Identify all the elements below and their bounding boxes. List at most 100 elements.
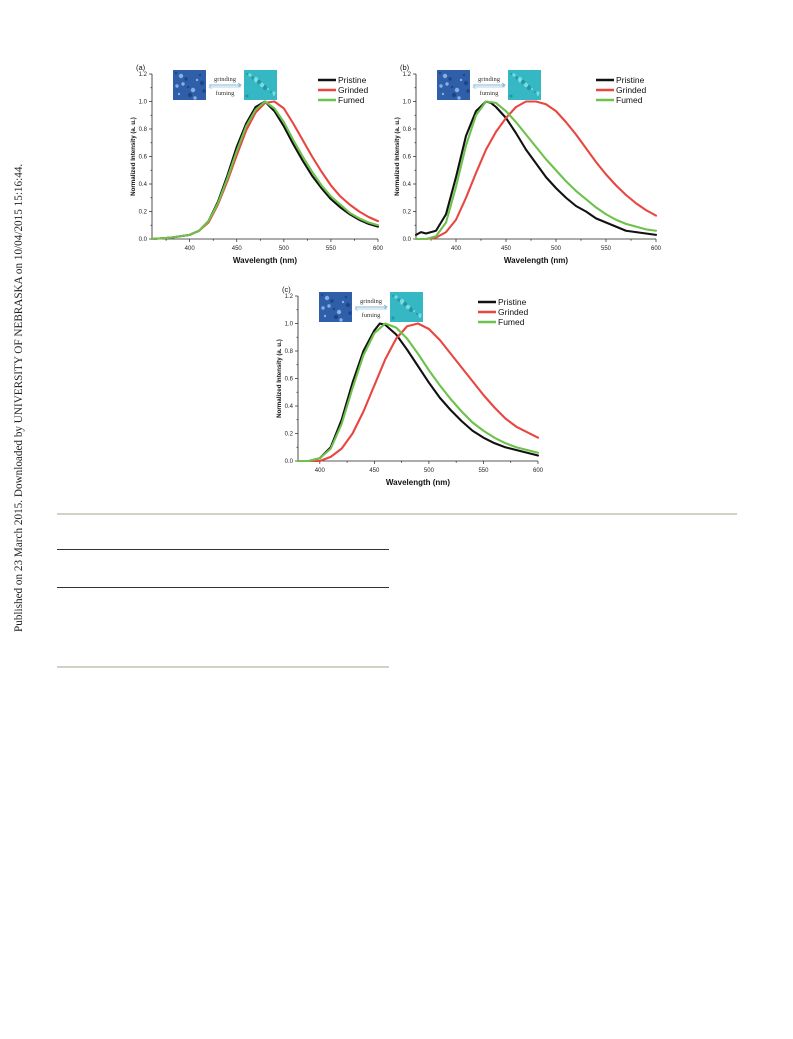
y-tick-label: 1.0 [139, 100, 148, 106]
series-line-grinded [414, 100, 658, 241]
inset-texture-dot [531, 88, 533, 90]
panel-label: (a) [136, 63, 146, 72]
inset-texture-dot [448, 77, 452, 81]
inset-texture-dot [323, 314, 327, 318]
inset-texture-dot [345, 302, 351, 308]
inset-photos: grinding fuming [437, 70, 541, 100]
y-axis-label: Normalized Intensity (a. u.) [394, 117, 401, 196]
inset-texture-dot [536, 91, 540, 95]
inset-texture-dot [392, 295, 394, 297]
inset-texture-dot [459, 78, 463, 82]
inset-texture-dot [397, 298, 401, 302]
inset-texture-dot [413, 310, 415, 312]
series-line-grinded [296, 322, 540, 463]
series-line-pristine [414, 100, 658, 236]
y-tick-label: 0.2 [285, 432, 294, 438]
inset-texture-dot [416, 313, 418, 315]
inset-texture-dot [405, 304, 411, 310]
legend-label-grinded: Grinded [616, 85, 647, 95]
inset-texture-dot [333, 314, 339, 320]
inset-texture-dot [246, 73, 248, 75]
x-tick-label: 450 [501, 246, 512, 252]
inset-texture-dot [193, 96, 197, 100]
inset-texture-dot [264, 85, 266, 87]
inset-photos: grinding fuming [173, 70, 277, 100]
inset-texture-dot [198, 73, 202, 77]
inset-texture-dot [336, 309, 342, 315]
inset-texture-dot [512, 73, 516, 77]
legend-label-grinded: Grinded [498, 307, 529, 317]
y-tick-label: 0.8 [139, 127, 148, 133]
inset-texture-dot [195, 78, 199, 82]
section-divider [57, 513, 737, 515]
legend-label-pristine: Pristine [338, 75, 367, 85]
inset-texture-dot [272, 91, 276, 95]
inset-arrowhead-left-icon [208, 84, 213, 90]
inset-texture-dot [190, 87, 196, 93]
inset-texture-dot [520, 79, 526, 85]
x-tick-label: 400 [315, 468, 326, 474]
x-axis-label: Wavelength (nm) [386, 478, 450, 487]
inset-texture-dot [344, 295, 348, 299]
x-tick-label: 500 [424, 468, 435, 474]
legend-label-pristine: Pristine [498, 297, 527, 307]
y-tick-label: 0.0 [139, 237, 148, 243]
inset-texture-dot [418, 313, 422, 317]
inset-texture-dot [441, 92, 445, 96]
inset-texture-dot [510, 73, 512, 75]
inset-texture-dot [178, 73, 184, 79]
inset-arrowhead-left-icon [472, 84, 477, 90]
inset-texture-dot [517, 76, 523, 82]
inset-texture-dot [256, 79, 262, 85]
legend-label-fumed: Fumed [338, 95, 365, 105]
inset-texture-dot [402, 301, 408, 307]
inset-texture-dot [462, 73, 466, 77]
inset-texture-dot [332, 307, 336, 311]
y-axis-label: Normalized Intensity (a. u.) [276, 339, 283, 418]
inset-texture-dot [251, 76, 255, 80]
inset-texture-dot [408, 307, 414, 313]
inset-texture-dot [267, 88, 269, 90]
inset-texture-dot [177, 92, 181, 96]
inset-texture-dot [391, 316, 395, 320]
inset-photos: grinding fuming [319, 292, 423, 322]
inset-texture-dot [327, 304, 331, 308]
y-tick-label: 0.4 [139, 182, 148, 188]
download-notice: Published on 23 March 2015. Downloaded b… [4, 164, 25, 640]
series-line-pristine [150, 100, 380, 241]
table-bottom-rule [57, 666, 389, 668]
table-header-rule [57, 587, 389, 588]
legend-label-fumed: Fumed [498, 317, 525, 327]
inset-texture-dot [184, 77, 188, 81]
inset-texture-dot [186, 85, 190, 89]
inset-texture-dot [526, 85, 532, 91]
inset-texture-dot [245, 94, 249, 98]
x-tick-label: 500 [279, 246, 290, 252]
x-tick-label: 550 [601, 246, 612, 252]
x-tick-label: 600 [373, 246, 384, 252]
inset-texture-dot [341, 300, 345, 304]
y-tick-label: 1.2 [139, 72, 148, 78]
series-line-fumed [414, 100, 658, 241]
inset-texture-dot [248, 73, 252, 77]
download-notice-text: Published on 23 March 2015. Downloaded b… [13, 163, 25, 632]
legend-label-pristine: Pristine [616, 75, 645, 85]
panel-label: (c) [282, 285, 291, 294]
panel-label: (b) [400, 63, 410, 72]
x-tick-label: 550 [478, 468, 489, 474]
inset-texture-dot [438, 71, 442, 75]
inset-texture-dot [175, 84, 179, 88]
x-axis-label: Wavelength (nm) [233, 256, 297, 265]
inset-texture-dot [451, 92, 457, 98]
legend-label-grinded: Grinded [338, 85, 369, 95]
y-tick-label: 0.0 [285, 459, 294, 465]
series-line-fumed [296, 322, 540, 463]
series-line-grinded [150, 100, 380, 241]
inset-arrowhead-right-icon [383, 304, 388, 310]
chart-panel-c: 0.0 0.2 0.4 0.6 0.8 1.0 1.2 400 450 500 550 600 Wave… [274, 284, 544, 494]
chart-svg: 0.0 0.2 0.4 0.6 0.8 1.0 1.2 400 450 500 550 600 Wave… [130, 63, 384, 265]
y-tick-label: 0.8 [285, 349, 294, 355]
inset-label-grinding: grinding [478, 76, 501, 83]
inset-texture-dot [199, 80, 205, 86]
inset-texture-dot [515, 76, 519, 80]
